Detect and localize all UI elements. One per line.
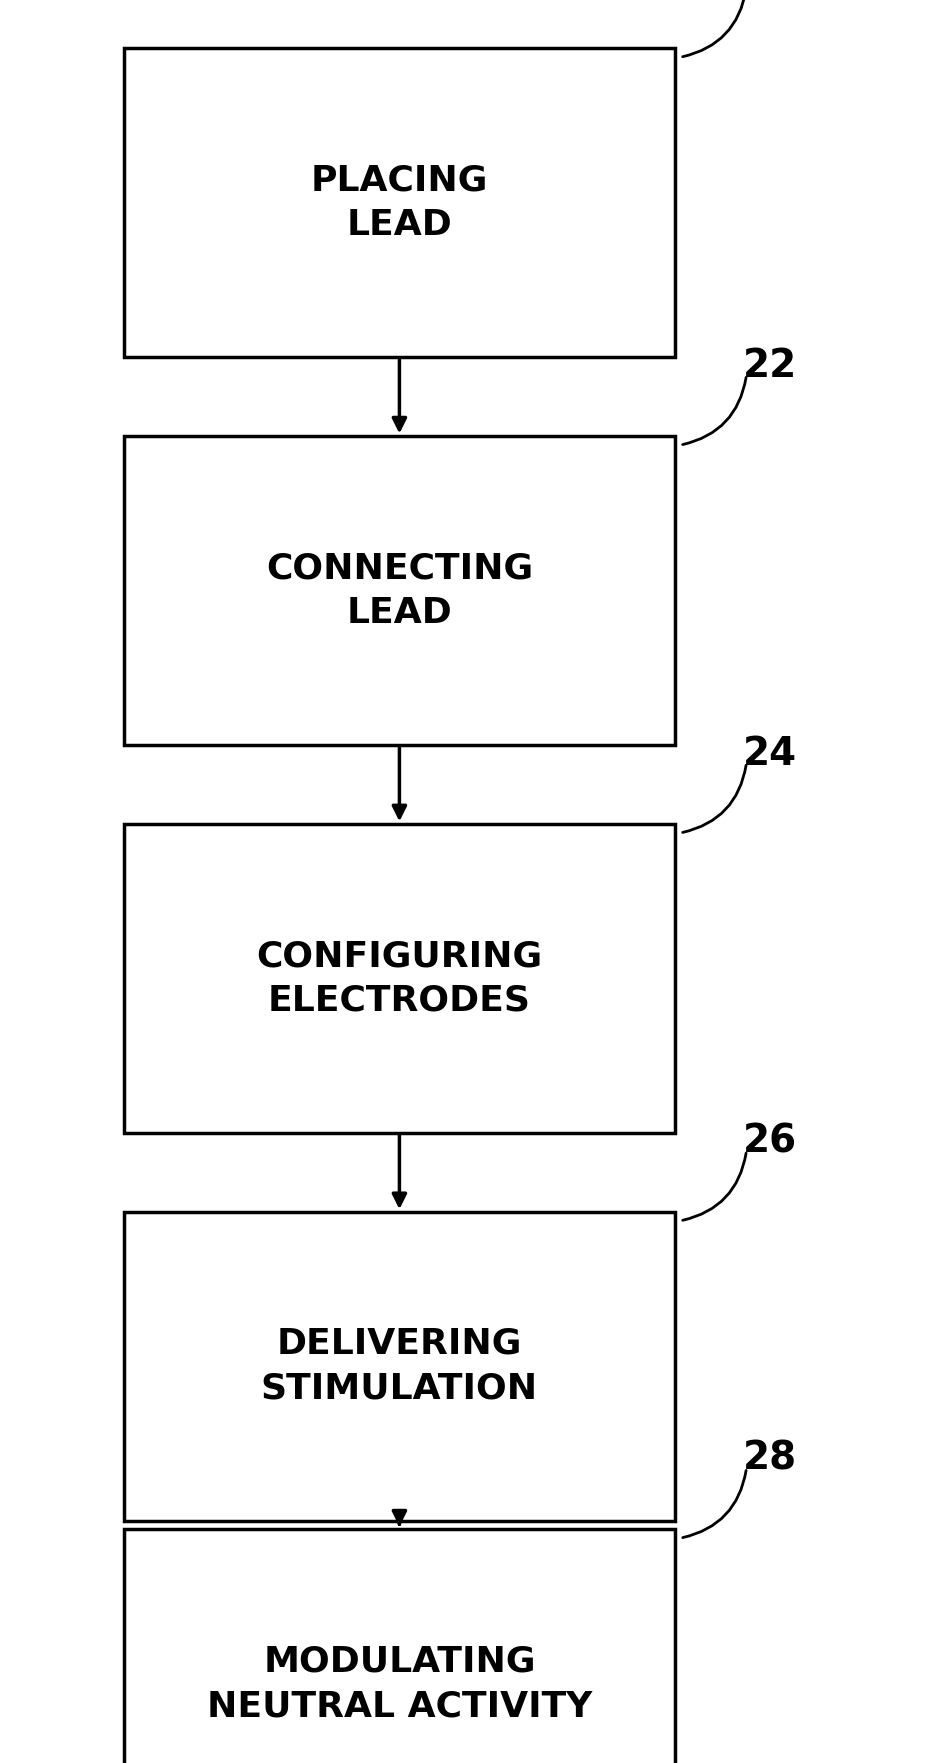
Bar [124, 48, 675, 356]
Text: CONFIGURING
ELECTRODES: CONFIGURING ELECTRODES [257, 940, 542, 1017]
Text: 24: 24 [744, 735, 797, 772]
Text: PLACING
LEAD: PLACING LEAD [311, 164, 488, 242]
Text: CONNECTING
LEAD: CONNECTING LEAD [266, 552, 533, 629]
Bar [124, 825, 675, 1132]
Bar [124, 1530, 675, 1763]
Text: MODULATING
NEUTRAL ACTIVITY: MODULATING NEUTRAL ACTIVITY [206, 1645, 592, 1722]
Text: 26: 26 [744, 1123, 797, 1160]
Bar [124, 1213, 675, 1520]
Text: DELIVERING
STIMULATION: DELIVERING STIMULATION [261, 1328, 538, 1405]
Bar [124, 437, 675, 744]
Text: 28: 28 [744, 1440, 797, 1477]
Text: 22: 22 [743, 347, 798, 384]
